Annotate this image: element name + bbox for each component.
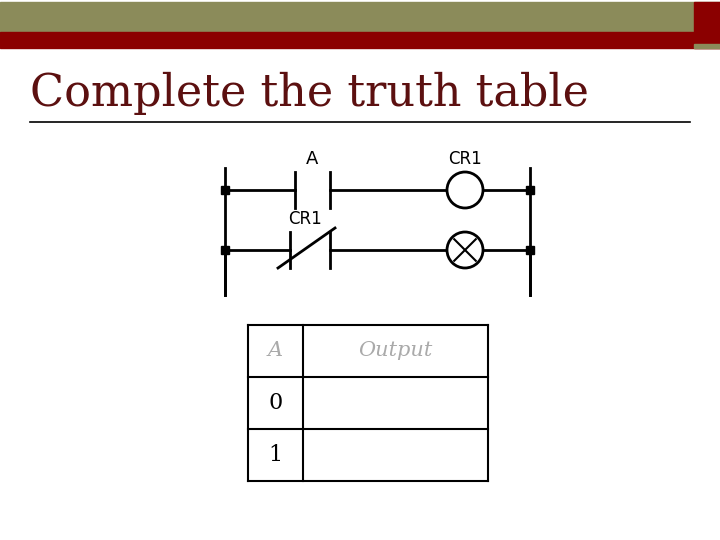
Text: CR1: CR1 xyxy=(448,150,482,168)
Circle shape xyxy=(447,232,483,268)
Bar xyxy=(694,2,720,48)
Bar xyxy=(526,186,534,194)
Bar xyxy=(0,32,720,48)
Bar xyxy=(221,186,229,194)
Text: Output: Output xyxy=(359,341,433,361)
Circle shape xyxy=(447,172,483,208)
Text: CR1: CR1 xyxy=(288,210,322,228)
Text: 1: 1 xyxy=(269,444,282,466)
Bar xyxy=(694,44,720,48)
Text: 0: 0 xyxy=(269,392,283,414)
Bar xyxy=(221,246,229,254)
Text: A: A xyxy=(268,341,283,361)
Text: Complete the truth table: Complete the truth table xyxy=(30,72,589,115)
Text: A: A xyxy=(306,150,319,168)
Bar xyxy=(526,246,534,254)
Bar xyxy=(0,2,720,32)
